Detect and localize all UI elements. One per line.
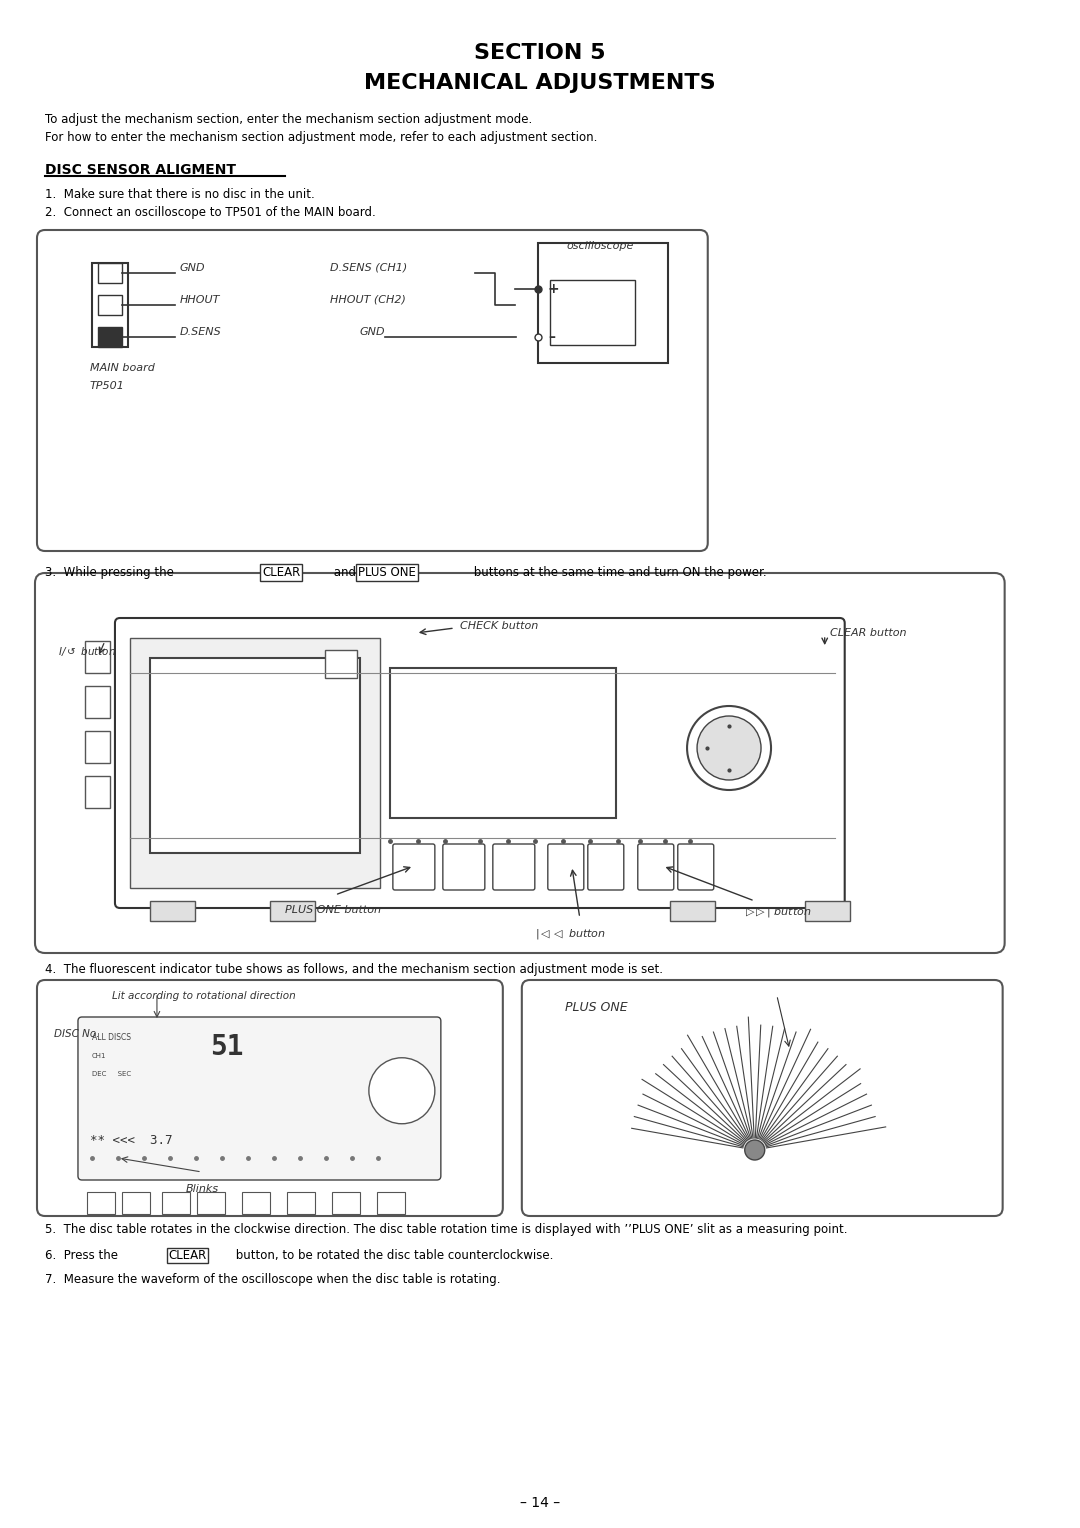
Text: MAIN board: MAIN board	[90, 364, 154, 373]
Bar	[85, 776, 110, 808]
Bar	[332, 1192, 360, 1215]
Text: To adjust the mechanism section, enter the mechanism section adjustment mode.: To adjust the mechanism section, enter t…	[45, 113, 532, 125]
Bar	[242, 1192, 270, 1215]
Text: CH1: CH1	[92, 1053, 107, 1059]
Bar	[85, 642, 110, 672]
Text: D.SENS (CH1): D.SENS (CH1)	[329, 263, 407, 274]
Text: PLUS ONE: PLUS ONE	[357, 565, 416, 579]
Text: Blinks: Blinks	[186, 1184, 218, 1193]
Circle shape	[745, 1140, 765, 1160]
Bar	[287, 1192, 315, 1215]
Text: buttons at the same time and turn ON the power.: buttons at the same time and turn ON the…	[470, 565, 767, 579]
Text: HHOUT (CH2): HHOUT (CH2)	[329, 295, 406, 306]
Text: GND: GND	[180, 263, 205, 274]
Text: +: +	[548, 283, 559, 296]
Bar	[150, 659, 360, 853]
Text: CLEAR button: CLEAR button	[829, 628, 906, 639]
FancyBboxPatch shape	[678, 843, 714, 889]
Text: CLEAR: CLEAR	[262, 565, 300, 579]
Text: Lit according to rotational direction: Lit according to rotational direction	[112, 992, 296, 1001]
FancyBboxPatch shape	[522, 979, 1002, 1216]
Bar	[98, 327, 122, 347]
Text: ** <<<  3.7: ** <<< 3.7	[90, 1134, 173, 1148]
Text: 2.  Connect an oscilloscope to TP501 of the MAIN board.: 2. Connect an oscilloscope to TP501 of t…	[45, 206, 376, 219]
Text: ALL DISCS: ALL DISCS	[92, 1033, 131, 1042]
Bar	[162, 1192, 190, 1215]
Text: HHOUT: HHOUT	[180, 295, 220, 306]
FancyBboxPatch shape	[588, 843, 624, 889]
Text: PLUS ONE button: PLUS ONE button	[285, 905, 381, 915]
Bar	[270, 902, 315, 921]
Bar	[538, 243, 667, 364]
FancyBboxPatch shape	[37, 979, 503, 1216]
Text: 5.  The disc table rotates in the clockwise direction. The disc table rotation t: 5. The disc table rotates in the clockwi…	[45, 1222, 848, 1236]
Bar	[150, 902, 194, 921]
Text: and: and	[329, 565, 360, 579]
Bar	[85, 686, 110, 718]
Bar	[98, 263, 122, 283]
Text: CHECK button: CHECK button	[460, 620, 538, 631]
Text: oscilloscope: oscilloscope	[566, 241, 634, 251]
FancyBboxPatch shape	[37, 231, 707, 552]
Circle shape	[369, 1057, 435, 1123]
Text: D.SENS: D.SENS	[180, 327, 221, 338]
Text: CLEAR: CLEAR	[168, 1248, 206, 1262]
Text: GND: GND	[360, 327, 386, 338]
Text: –: –	[548, 330, 555, 344]
Text: TP501: TP501	[90, 380, 125, 391]
Bar	[98, 295, 122, 315]
Bar	[92, 263, 127, 347]
Text: 1.  Make sure that there is no disc in the unit.: 1. Make sure that there is no disc in th…	[45, 188, 314, 202]
Text: SECTION 5: SECTION 5	[474, 43, 606, 63]
Bar	[197, 1192, 225, 1215]
Bar	[377, 1192, 405, 1215]
Text: $|\triangleleft\triangleleft$ button: $|\triangleleft\triangleleft$ button	[535, 927, 606, 941]
Text: button, to be rotated the disc table counterclockwise.: button, to be rotated the disc table cou…	[232, 1248, 553, 1262]
Text: DISC No.: DISC No.	[54, 1028, 99, 1039]
Text: 3.  While pressing the: 3. While pressing the	[45, 565, 177, 579]
Bar	[325, 649, 356, 678]
Text: PLUS ONE: PLUS ONE	[565, 1001, 627, 1015]
Text: – 14 –: – 14 –	[519, 1496, 559, 1510]
FancyBboxPatch shape	[638, 843, 674, 889]
Text: DISC SENSOR ALIGMENT: DISC SENSOR ALIGMENT	[45, 163, 237, 177]
Text: For how to enter the mechanism section adjustment mode, refer to each adjustment: For how to enter the mechanism section a…	[45, 131, 597, 144]
Text: 4.  The fluorescent indicator tube shows as follows, and the mechanism section a: 4. The fluorescent indicator tube shows …	[45, 963, 663, 976]
Bar	[390, 668, 616, 817]
FancyBboxPatch shape	[393, 843, 435, 889]
Circle shape	[687, 706, 771, 790]
Text: $\triangleright\triangleright|$ button: $\triangleright\triangleright|$ button	[745, 905, 811, 918]
Bar	[670, 902, 715, 921]
Bar	[85, 730, 110, 762]
Text: 6.  Press the: 6. Press the	[45, 1248, 122, 1262]
FancyBboxPatch shape	[548, 843, 584, 889]
Bar	[130, 639, 380, 888]
Bar	[122, 1192, 150, 1215]
Text: 7.  Measure the waveform of the oscilloscope when the disc table is rotating.: 7. Measure the waveform of the oscillosc…	[45, 1273, 500, 1287]
Text: 51: 51	[211, 1033, 244, 1060]
FancyBboxPatch shape	[114, 617, 845, 908]
Text: I/$\circlearrowleft$ button: I/$\circlearrowleft$ button	[58, 645, 116, 659]
FancyBboxPatch shape	[35, 573, 1004, 953]
Bar	[805, 902, 850, 921]
Bar	[550, 280, 635, 345]
FancyBboxPatch shape	[492, 843, 535, 889]
Text: MECHANICAL ADJUSTMENTS: MECHANICAL ADJUSTMENTS	[364, 73, 716, 93]
FancyBboxPatch shape	[443, 843, 485, 889]
Bar	[87, 1192, 114, 1215]
Text: DEC     SEC: DEC SEC	[92, 1071, 131, 1077]
FancyBboxPatch shape	[78, 1018, 441, 1180]
Circle shape	[697, 717, 761, 779]
